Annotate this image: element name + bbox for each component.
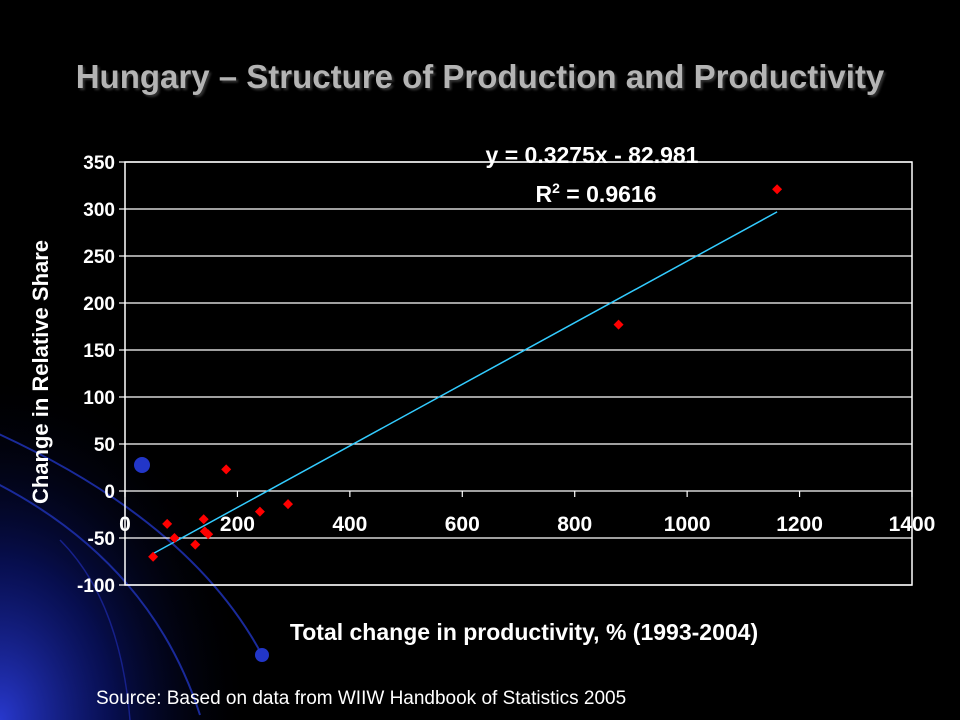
data-point <box>203 529 214 540</box>
decorative-dot-2 <box>255 648 269 662</box>
y-tick-label: -50 <box>88 529 115 550</box>
y-tick-label: 200 <box>83 294 115 315</box>
x-tick-label: 800 <box>557 513 592 536</box>
x-tick-label: 0 <box>119 513 131 536</box>
y-tick-label: 50 <box>94 435 115 456</box>
data-point <box>772 184 783 195</box>
r2-prefix: R <box>536 181 553 207</box>
y-axis-title: Change in Relative Share <box>28 240 53 504</box>
source-note: Source: Based on data from WIIW Handbook… <box>96 688 627 709</box>
y-tick-label: 300 <box>83 200 115 221</box>
r-squared-label: R2 = 0.9616 <box>536 180 657 207</box>
x-tick-label: 1000 <box>664 513 711 536</box>
y-tick-label: 150 <box>83 341 115 362</box>
x-tick-label: 400 <box>332 513 367 536</box>
x-axis-title: Total change in productivity, % (1993-20… <box>290 619 758 645</box>
x-tick-label: 1200 <box>776 513 823 536</box>
x-tick-label: 600 <box>445 513 480 536</box>
data-points <box>148 184 783 562</box>
r2-value: = 0.9616 <box>560 181 657 207</box>
y-tick-label: 250 <box>83 247 115 268</box>
decorative-arc-1 <box>0 433 263 656</box>
y-tick-label: 100 <box>83 388 115 409</box>
plot-area-border <box>124 161 913 586</box>
trendline-equation: y = 0.3275x - 82.981 <box>486 142 699 168</box>
data-point <box>162 518 173 529</box>
background-glow <box>0 330 280 720</box>
data-point <box>169 533 180 543</box>
y-tick-label: 350 <box>83 153 115 174</box>
y-tick-label: 0 <box>104 482 115 503</box>
data-point <box>221 464 232 475</box>
data-point <box>254 506 265 517</box>
x-tick-label: 1400 <box>889 513 936 536</box>
data-point <box>198 514 209 525</box>
decorative-dot-1 <box>134 457 150 473</box>
data-point <box>613 319 624 330</box>
r2-exponent: 2 <box>552 180 560 196</box>
x-tick-label: 200 <box>220 513 255 536</box>
data-point <box>190 539 201 550</box>
slide-title: Hungary – Structure of Production and Pr… <box>75 58 885 95</box>
y-tick-label: -100 <box>77 576 115 597</box>
trendline <box>152 211 778 555</box>
data-point <box>148 551 159 562</box>
data-point <box>283 499 294 510</box>
decorative-arc-3 <box>59 539 131 720</box>
decorative-arc-2 <box>0 484 201 716</box>
